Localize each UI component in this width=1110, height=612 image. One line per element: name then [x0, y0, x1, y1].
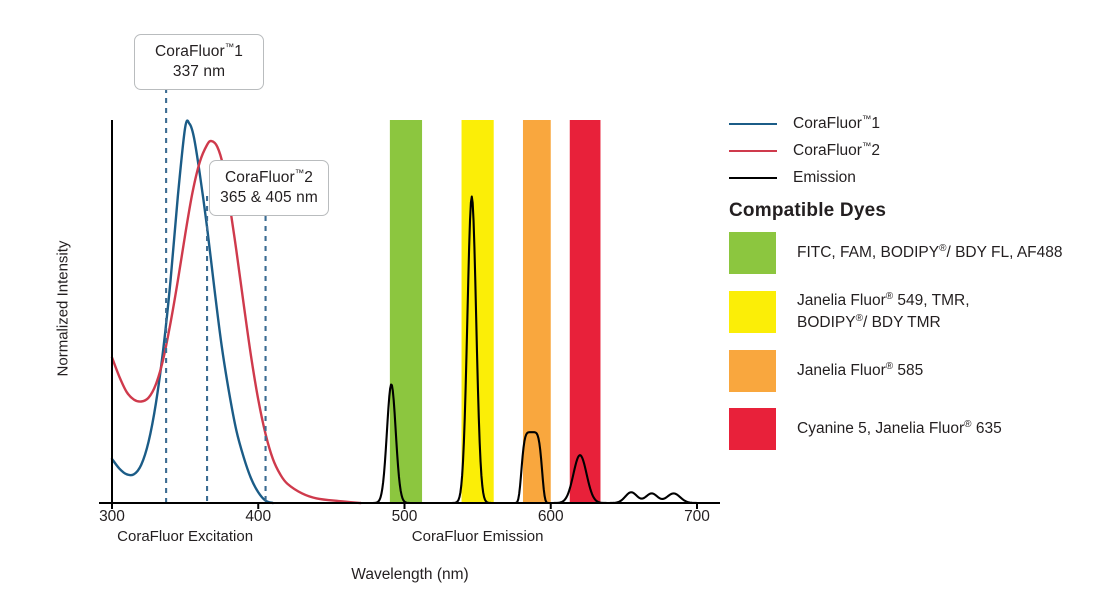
axis-section-emission: CoraFluor Emission: [411, 528, 544, 545]
callout-corafluor1-title: CoraFluor™1: [145, 42, 253, 62]
orange-swatch: [729, 350, 776, 393]
dye-label-line: BODIPY®/ BDY TMR: [797, 312, 970, 334]
dye-legend-label: Cyanine 5, Janelia Fluor® 635: [797, 418, 1002, 440]
series-legend-row: CoraFluor™1: [729, 110, 1099, 137]
series-line-swatch: [729, 122, 777, 125]
dye-legend-label: Janelia Fluor® 549, TMR, BODIPY®/ BDY TMR: [797, 290, 970, 334]
compatible-dyes-legend: FITC, FAM, BODIPY®/ BDY FL, AF488 Janelia…: [729, 232, 1104, 466]
dye-label-text: BODIPY: [797, 314, 856, 332]
x-tick-label-300: 300: [99, 508, 125, 525]
dye-label-text-suffix: 585: [893, 362, 924, 380]
red-swatch: [729, 408, 776, 451]
trademark-icon: ™: [861, 113, 872, 125]
dye-label-line: Janelia Fluor® 549, TMR,: [797, 290, 970, 312]
yellow-band: [461, 120, 494, 503]
series-label-index: 2: [871, 142, 881, 160]
compatible-dyes-title: Compatible Dyes: [729, 200, 887, 221]
callout-corafluor1: CoraFluor™1 337 nm: [134, 34, 264, 90]
series-legend-label: CoraFluor™2: [793, 141, 880, 160]
x-tick-label-500: 500: [391, 508, 418, 525]
x-tick-label-400: 400: [245, 508, 272, 525]
x-tick-label-600: 600: [537, 508, 564, 525]
y-axis-label: Normalized Intensity: [54, 240, 72, 377]
series-legend: CoraFluor™1 CoraFluor™2 Emission: [729, 110, 1099, 191]
dye-legend-row: Janelia Fluor® 549, TMR, BODIPY®/ BDY TMR: [729, 290, 1104, 334]
dye-legend-row: FITC, FAM, BODIPY®/ BDY FL, AF488: [729, 232, 1104, 274]
dye-legend-label: FITC, FAM, BODIPY®/ BDY FL, AF488: [797, 242, 1063, 264]
dye-label-line: Janelia Fluor® 585: [797, 360, 923, 382]
dye-label-text: Janelia Fluor: [797, 362, 886, 380]
registered-trademark-icon: ®: [885, 291, 894, 302]
registered-trademark-icon: ®: [939, 242, 947, 254]
callout-cf1-index: 1: [234, 43, 244, 61]
series-label-base: CoraFluor: [793, 142, 862, 160]
registered-trademark-icon: ®: [855, 313, 863, 325]
callout-corafluor2-wavelength: 365 & 405 nm: [220, 188, 318, 206]
trademark-icon: ™: [294, 168, 305, 179]
series-legend-row: Emission: [729, 164, 1099, 191]
callout-cf2-index: 2: [304, 169, 314, 187]
dye-label-text-suffix: / BDY TMR: [862, 314, 941, 332]
series-legend-row: CoraFluor™2: [729, 137, 1099, 164]
series-legend-label: Emission: [793, 168, 856, 186]
registered-trademark-icon: ®: [885, 361, 894, 373]
dye-label-text-suffix: 635: [971, 420, 1002, 438]
callout-cf1-name: CoraFluor: [154, 43, 225, 61]
orange-band: [522, 120, 551, 503]
green-swatch: [729, 232, 776, 274]
dye-label-text: Cyanine 5, Janelia Fluor: [797, 420, 965, 438]
x-tick-label-700: 700: [684, 508, 710, 525]
dye-label-line: FITC, FAM, BODIPY®/ BDY FL, AF488: [797, 242, 1063, 264]
red-band: [569, 120, 601, 503]
dye-legend-row: Cyanine 5, Janelia Fluor® 635: [729, 408, 1104, 451]
dye-label-text-suffix: / BDY FL, AF488: [946, 244, 1063, 262]
registered-trademark-icon: ®: [964, 419, 972, 431]
callout-corafluor2-title: CoraFluor™2: [220, 168, 318, 188]
callout-cf2-name: CoraFluor: [224, 169, 295, 187]
x-axis-label: Wavelength (nm): [351, 566, 469, 583]
callout-corafluor1-wavelength: 337 nm: [172, 62, 226, 80]
dye-label-text: FITC, FAM, BODIPY: [797, 244, 940, 262]
series-label-base: CoraFluor: [793, 115, 862, 133]
series-label-index: 1: [871, 115, 881, 133]
curve-corafluor1: [110, 119, 275, 505]
series-legend-label: CoraFluor™1: [793, 114, 880, 133]
dye-label-line: Cyanine 5, Janelia Fluor® 635: [797, 418, 1002, 440]
callout-corafluor2: CoraFluor™2 365 & 405 nm: [209, 160, 329, 216]
dye-label-text: Janelia Fluor: [797, 292, 886, 310]
axis-section-excitation: CoraFluor Excitation: [117, 528, 254, 545]
yellow-swatch: [729, 291, 776, 334]
trademark-icon: ™: [861, 140, 872, 152]
series-line-swatch: [729, 176, 777, 179]
dye-legend-label: Janelia Fluor® 585: [797, 360, 923, 382]
series-line-swatch: [729, 149, 777, 152]
dye-label-text-suffix: 549, TMR,: [893, 292, 970, 310]
trademark-icon: ™: [224, 42, 235, 53]
green-band: [389, 120, 423, 503]
dye-legend-row: Janelia Fluor® 585: [729, 350, 1104, 393]
curve-corafluor2: [110, 139, 362, 505]
